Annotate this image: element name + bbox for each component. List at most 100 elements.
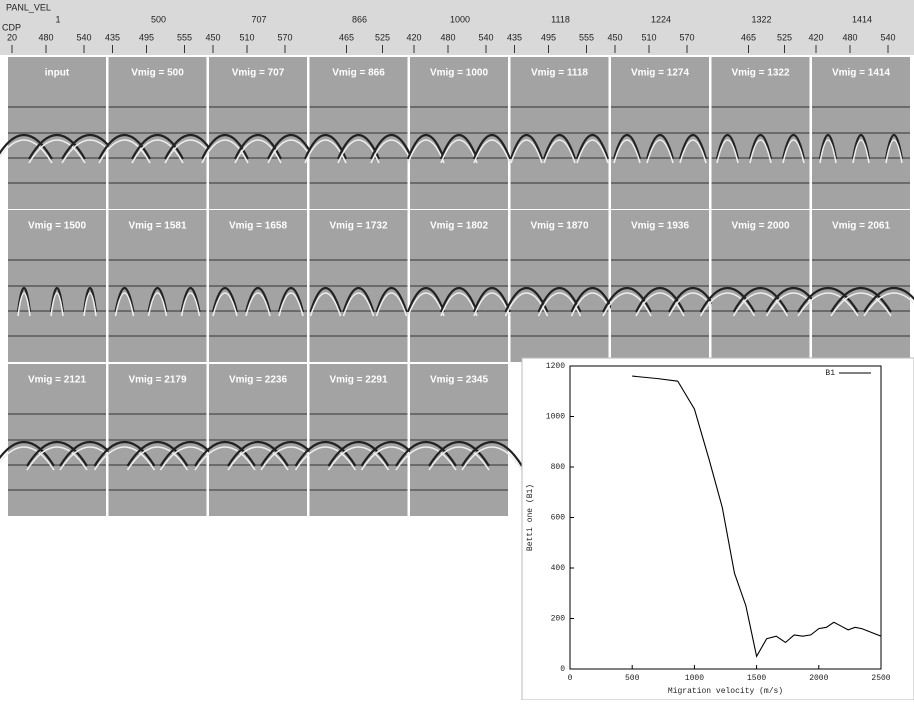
event-dark: [0, 133, 53, 160]
y-tick-label: 1200: [546, 362, 565, 371]
event-dark: [114, 287, 135, 313]
event-light: [342, 292, 375, 317]
event-dark: [395, 440, 457, 467]
event-light: [370, 139, 413, 164]
event-dark: [327, 440, 390, 467]
inset-chart: 0 500 1000 1500 2000 2500 0 200 400 600 800 1000 120…: [521, 357, 914, 701]
event-dark: [612, 134, 642, 160]
event-light: [473, 139, 511, 164]
column-velocity: 866: [352, 14, 367, 24]
cdp-tick-label: 540: [478, 32, 493, 42]
cdp-tick-label: 465: [741, 32, 756, 42]
event-dark: [0, 440, 55, 467]
y-tick-label: 400: [551, 564, 566, 573]
x-tick-label: 1000: [685, 674, 704, 683]
event-dark: [244, 287, 272, 313]
column-velocity: 1: [55, 14, 60, 24]
panel-label: Vmig = 2345: [430, 375, 489, 386]
cdp-tick-label: 465: [339, 32, 354, 42]
event-light: [699, 292, 756, 317]
event-light: [679, 139, 707, 164]
event-light: [852, 139, 870, 164]
event-light: [797, 292, 859, 317]
panel-label: Vmig = 1936: [631, 221, 690, 232]
header-background: [0, 0, 914, 55]
event-dark: [194, 440, 256, 467]
event-light: [180, 292, 201, 317]
event-dark: [461, 440, 523, 467]
event-dark: [277, 287, 305, 313]
cdp-tick-label: 435: [105, 32, 120, 42]
event-dark: [635, 286, 685, 313]
panel-label: Vmig = 866: [332, 68, 385, 79]
event-light: [245, 292, 271, 317]
event-dark: [830, 286, 892, 313]
cdp-tick-label: 450: [205, 32, 220, 42]
x-tick-label: 2000: [809, 674, 828, 683]
panel-label: Vmig = 2121: [28, 375, 87, 386]
event-dark: [472, 134, 512, 160]
y-tick-label: 1000: [546, 413, 565, 422]
y-tick-label: 0: [560, 665, 565, 674]
event-light: [602, 292, 652, 317]
event-dark: [375, 287, 408, 313]
column-velocity: 1414: [852, 14, 872, 24]
legend-label: B1: [825, 369, 835, 378]
event-light: [26, 446, 88, 471]
cdp-tick-label: 495: [139, 32, 154, 42]
event-light: [98, 139, 151, 164]
event-light: [749, 139, 772, 164]
event-light: [819, 139, 837, 164]
event-light: [428, 446, 490, 471]
panel-label: Vmig = 1581: [128, 221, 187, 232]
event-dark: [472, 287, 512, 313]
x-tick-label: 500: [625, 674, 640, 683]
event-dark: [715, 134, 740, 160]
x-axis-label: Migration velocity (m/s): [668, 687, 783, 696]
event-light: [407, 139, 445, 164]
column-velocity: 1118: [551, 14, 570, 24]
event-light: [17, 292, 31, 317]
event-dark: [851, 134, 871, 160]
panel-label: Vmig = 1000: [430, 68, 489, 79]
panel-label: Vmig = 1500: [28, 221, 87, 232]
panel-label: input: [45, 68, 70, 79]
event-dark: [406, 287, 446, 313]
event-dark: [369, 133, 414, 160]
column-velocity: 707: [251, 14, 266, 24]
event-dark: [180, 287, 201, 313]
cdp-tick-label: 555: [579, 32, 594, 42]
cdp-tick-label: 510: [641, 32, 656, 42]
event-light: [131, 139, 184, 164]
event-dark: [575, 134, 610, 160]
event-light: [83, 292, 97, 317]
event-light: [440, 139, 478, 164]
event-dark: [93, 440, 156, 467]
cdp-tick-label: 20: [7, 32, 17, 42]
event-dark: [678, 134, 708, 160]
event-dark: [131, 133, 184, 160]
event-dark: [294, 440, 357, 467]
event-light: [309, 292, 342, 317]
event-light: [28, 139, 86, 164]
panel-label: Vmig = 2061: [832, 221, 891, 232]
panel-label: Vmig = 1802: [430, 221, 489, 232]
event-dark: [98, 133, 151, 160]
cdp-tick-label: 540: [76, 32, 91, 42]
event-light: [440, 292, 478, 317]
line-series: [632, 375, 882, 658]
event-light: [863, 292, 914, 317]
cdp-tick-label: 525: [777, 32, 792, 42]
event-dark: [509, 134, 544, 160]
x-tick-label: 2500: [871, 674, 890, 683]
event-light: [732, 292, 789, 317]
cdp-tick-label: 510: [239, 32, 254, 42]
panel-label: Vmig = 500: [131, 68, 184, 79]
panel-label: Vmig = 2291: [329, 375, 388, 386]
event-dark: [884, 134, 904, 160]
panel-label: Vmig = 1870: [530, 221, 589, 232]
cdp-tick-label: 480: [440, 32, 455, 42]
event-light: [716, 139, 739, 164]
event-dark: [570, 286, 615, 313]
event-light: [234, 139, 282, 164]
